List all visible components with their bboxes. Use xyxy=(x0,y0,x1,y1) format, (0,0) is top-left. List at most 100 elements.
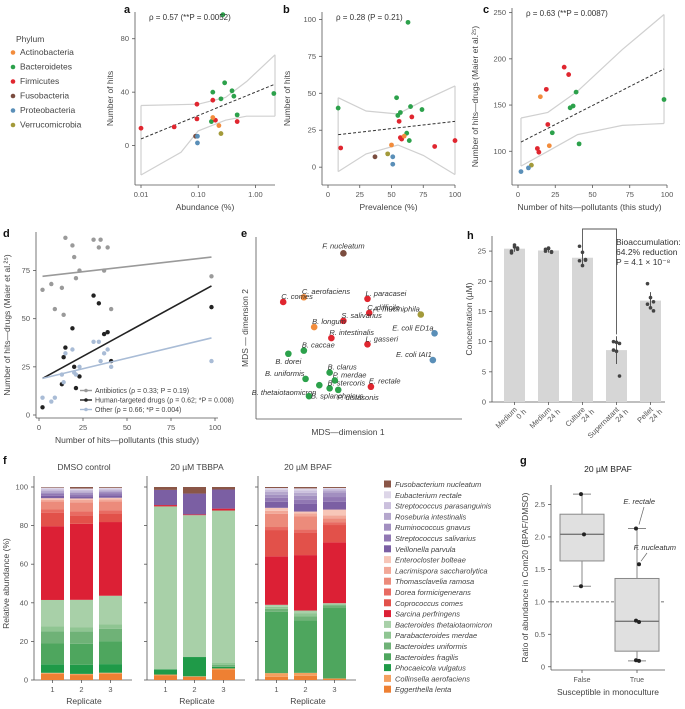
legend-item: Bacteroides uniformis xyxy=(395,642,467,651)
point-label: B. splanchnicus xyxy=(311,392,364,401)
stacked-segment xyxy=(212,489,235,509)
stacked-segment xyxy=(70,511,93,516)
replicate-point xyxy=(512,243,517,247)
panel-letter: c xyxy=(483,4,489,16)
data-point xyxy=(194,116,200,122)
data-point xyxy=(340,317,347,325)
stacked-segment xyxy=(70,664,93,674)
replicate-point xyxy=(651,299,656,304)
data-point xyxy=(216,123,222,128)
stacked-segment xyxy=(265,530,288,557)
stacked-segment xyxy=(294,532,317,556)
y-axis-label: Relative abundance (%) xyxy=(1,538,11,629)
replicate-point xyxy=(614,340,619,345)
legend-item: Streptococcus parasanguinis xyxy=(395,502,492,511)
data-point xyxy=(220,12,226,18)
data-point xyxy=(209,358,214,364)
data-point xyxy=(96,339,102,344)
stacked-segment xyxy=(265,676,288,680)
x-tick-label: False xyxy=(573,677,590,684)
x-tick-label: Medium24 h xyxy=(528,402,562,436)
stacked-segment xyxy=(41,509,64,513)
stacked-segment xyxy=(323,488,346,491)
data-point xyxy=(72,254,77,260)
stacked-segment xyxy=(70,631,93,644)
stacked-segment xyxy=(99,641,122,665)
replicate-point xyxy=(645,302,650,307)
stacked-segment xyxy=(265,497,288,502)
stacked-segment xyxy=(265,494,288,498)
stacked-segment xyxy=(41,498,64,500)
stacked-segment xyxy=(323,490,346,493)
stacked-segment xyxy=(99,487,122,490)
stacked-segment xyxy=(183,676,206,680)
confidence-band xyxy=(520,14,665,119)
data-point xyxy=(218,96,224,102)
data-point xyxy=(637,562,641,567)
stacked-segment xyxy=(294,511,317,514)
stacked-segment xyxy=(70,523,93,600)
stacked-segment xyxy=(41,672,64,674)
y-tick-label: 75 xyxy=(22,266,30,275)
data-point xyxy=(385,151,391,157)
stacked-segment xyxy=(70,599,93,628)
x-tick-label: 2 xyxy=(79,685,83,694)
x-tick-label: 2 xyxy=(303,685,307,694)
replicate-point xyxy=(645,281,650,286)
y-tick-label: 100 xyxy=(15,483,28,492)
stacked-segment xyxy=(99,595,122,625)
y-axis-label: Number of hits—drugs (Maier et al.²⁵) xyxy=(470,26,480,168)
y-tick-label: 2.0 xyxy=(535,532,545,541)
y-tick-label: 10 xyxy=(478,337,486,346)
data-point xyxy=(234,112,240,118)
x-axis-label: Prevalence (%) xyxy=(359,202,417,212)
data-point xyxy=(331,377,339,384)
data-point xyxy=(579,584,583,589)
legend-swatch xyxy=(384,620,391,628)
confidence-band xyxy=(140,54,276,107)
y-tick-label: 0 xyxy=(312,163,316,172)
x-tick-label: 1 xyxy=(274,685,278,694)
stacked-segment xyxy=(212,508,235,511)
y-axis-label: Number of hits xyxy=(105,71,115,126)
data-point xyxy=(40,405,45,410)
replicate-point xyxy=(577,244,582,249)
stacked-segment xyxy=(183,657,206,677)
bar xyxy=(572,257,593,402)
stacked-segment xyxy=(41,492,64,495)
x-tick-label: 50 xyxy=(123,423,131,432)
data-point xyxy=(40,395,45,400)
replicate-point xyxy=(546,246,551,251)
y-axis-label: MDS — dimension 2 xyxy=(240,289,250,367)
data-point xyxy=(96,301,102,306)
legend-marker xyxy=(84,398,88,402)
y-tick-label: 50 xyxy=(308,89,316,98)
data-point xyxy=(194,101,200,107)
data-point xyxy=(417,311,425,318)
annotation-leader xyxy=(638,506,645,525)
legend-item: Lacrimispora saccharolytica xyxy=(395,566,488,575)
data-point xyxy=(634,618,638,623)
stacked-segment xyxy=(70,488,93,490)
stacked-segment xyxy=(265,489,288,492)
stacked-segment xyxy=(41,526,64,600)
confidence-band xyxy=(140,115,275,176)
stacked-segment xyxy=(183,515,206,658)
y-tick-label: 80 xyxy=(121,34,129,43)
point-label: B. longum xyxy=(312,317,346,326)
confidence-band xyxy=(337,144,456,176)
x-tick-label: 75 xyxy=(167,423,175,432)
panel-d: 0 25 50 75 100 0 25 50 75 Number of hits—pollutan… xyxy=(2,232,234,445)
legend-swatch xyxy=(384,653,391,661)
stacked-segment xyxy=(323,509,346,516)
stacked-segment xyxy=(70,643,93,665)
y-tick-label: 100 xyxy=(493,147,506,156)
y-tick-label: 0 xyxy=(482,398,486,407)
y-tick-label: 60 xyxy=(20,560,28,569)
stacked-segment xyxy=(41,664,64,673)
point-label: S. salivarius xyxy=(341,311,382,320)
stacked-segment xyxy=(294,555,317,611)
x-axis-label: Replicate xyxy=(179,696,215,706)
x-tick-label: 3 xyxy=(221,685,225,694)
significance-bracket xyxy=(582,228,617,335)
